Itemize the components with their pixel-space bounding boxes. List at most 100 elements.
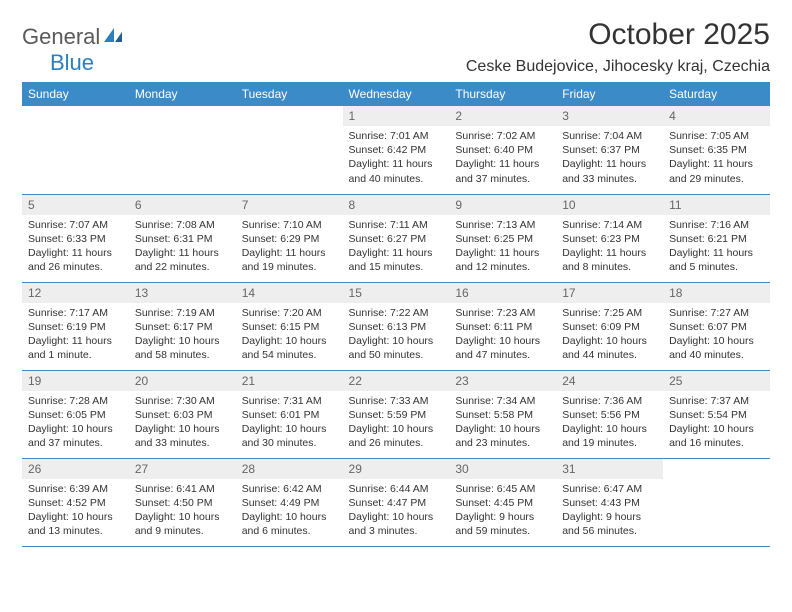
sunrise-line: Sunrise: 6:41 AM (135, 482, 230, 496)
sunset-line: Sunset: 6:05 PM (28, 408, 123, 422)
weekday-header-row: Sunday Monday Tuesday Wednesday Thursday… (22, 82, 770, 106)
sunrise-line: Sunrise: 7:05 AM (669, 129, 764, 143)
sunset-line: Sunset: 6:23 PM (562, 232, 657, 246)
sunrise-line: Sunrise: 7:34 AM (455, 394, 550, 408)
day-number: 11 (663, 195, 770, 215)
sunset-line: Sunset: 6:07 PM (669, 320, 764, 334)
day-number: 23 (449, 371, 556, 391)
sunrise-line: Sunrise: 7:08 AM (135, 218, 230, 232)
sunset-line: Sunset: 6:15 PM (242, 320, 337, 334)
day-number: 14 (236, 283, 343, 303)
sunrise-line: Sunrise: 6:39 AM (28, 482, 123, 496)
day-details: Sunrise: 7:28 AMSunset: 6:05 PMDaylight:… (22, 391, 129, 455)
logo-word-general: General (22, 24, 100, 49)
calendar-cell: 7Sunrise: 7:10 AMSunset: 6:29 PMDaylight… (236, 194, 343, 282)
calendar-week-row: 5Sunrise: 7:07 AMSunset: 6:33 PMDaylight… (22, 194, 770, 282)
calendar-week-row: 26Sunrise: 6:39 AMSunset: 4:52 PMDayligh… (22, 458, 770, 546)
daylight-line: Daylight: 10 hours and 30 minutes. (242, 422, 337, 450)
day-number: 20 (129, 371, 236, 391)
day-number: 3 (556, 106, 663, 126)
calendar-cell: 1Sunrise: 7:01 AMSunset: 6:42 PMDaylight… (343, 106, 450, 194)
calendar-cell: 14Sunrise: 7:20 AMSunset: 6:15 PMDayligh… (236, 282, 343, 370)
day-number: 6 (129, 195, 236, 215)
sunset-line: Sunset: 4:50 PM (135, 496, 230, 510)
day-details: Sunrise: 7:31 AMSunset: 6:01 PMDaylight:… (236, 391, 343, 455)
sunrise-line: Sunrise: 7:37 AM (669, 394, 764, 408)
sunrise-line: Sunrise: 7:13 AM (455, 218, 550, 232)
day-details: Sunrise: 7:33 AMSunset: 5:59 PMDaylight:… (343, 391, 450, 455)
calendar-cell (236, 106, 343, 194)
daylight-line: Daylight: 10 hours and 26 minutes. (349, 422, 444, 450)
day-number: 9 (449, 195, 556, 215)
calendar-cell: 13Sunrise: 7:19 AMSunset: 6:17 PMDayligh… (129, 282, 236, 370)
day-number: 16 (449, 283, 556, 303)
daylight-line: Daylight: 11 hours and 1 minute. (28, 334, 123, 362)
day-details: Sunrise: 7:37 AMSunset: 5:54 PMDaylight:… (663, 391, 770, 455)
daylight-line: Daylight: 11 hours and 22 minutes. (135, 246, 230, 274)
sunrise-line: Sunrise: 6:44 AM (349, 482, 444, 496)
calendar-cell: 20Sunrise: 7:30 AMSunset: 6:03 PMDayligh… (129, 370, 236, 458)
day-details: Sunrise: 7:11 AMSunset: 6:27 PMDaylight:… (343, 215, 450, 279)
logo-text: General Blue (22, 24, 124, 76)
calendar-cell: 29Sunrise: 6:44 AMSunset: 4:47 PMDayligh… (343, 458, 450, 546)
sunset-line: Sunset: 6:03 PM (135, 408, 230, 422)
calendar-body: 1Sunrise: 7:01 AMSunset: 6:42 PMDaylight… (22, 106, 770, 546)
day-details: Sunrise: 7:20 AMSunset: 6:15 PMDaylight:… (236, 303, 343, 367)
day-number: 17 (556, 283, 663, 303)
calendar-cell: 11Sunrise: 7:16 AMSunset: 6:21 PMDayligh… (663, 194, 770, 282)
day-number: 22 (343, 371, 450, 391)
day-number: 30 (449, 459, 556, 479)
calendar-cell: 26Sunrise: 6:39 AMSunset: 4:52 PMDayligh… (22, 458, 129, 546)
location-text: Ceske Budejovice, Jihocesky kraj, Czechi… (466, 58, 770, 76)
day-details: Sunrise: 7:14 AMSunset: 6:23 PMDaylight:… (556, 215, 663, 279)
daylight-line: Daylight: 11 hours and 33 minutes. (562, 157, 657, 185)
sunrise-line: Sunrise: 6:45 AM (455, 482, 550, 496)
sunrise-line: Sunrise: 7:10 AM (242, 218, 337, 232)
daylight-line: Daylight: 11 hours and 19 minutes. (242, 246, 337, 274)
daylight-line: Daylight: 11 hours and 40 minutes. (349, 157, 444, 185)
sunset-line: Sunset: 6:11 PM (455, 320, 550, 334)
sunset-line: Sunset: 6:13 PM (349, 320, 444, 334)
calendar-cell: 5Sunrise: 7:07 AMSunset: 6:33 PMDaylight… (22, 194, 129, 282)
sunrise-line: Sunrise: 7:01 AM (349, 129, 444, 143)
day-details: Sunrise: 7:17 AMSunset: 6:19 PMDaylight:… (22, 303, 129, 367)
daylight-line: Daylight: 10 hours and 19 minutes. (562, 422, 657, 450)
sunrise-line: Sunrise: 7:20 AM (242, 306, 337, 320)
day-details: Sunrise: 7:19 AMSunset: 6:17 PMDaylight:… (129, 303, 236, 367)
daylight-line: Daylight: 10 hours and 13 minutes. (28, 510, 123, 538)
day-details: Sunrise: 7:34 AMSunset: 5:58 PMDaylight:… (449, 391, 556, 455)
daylight-line: Daylight: 11 hours and 8 minutes. (562, 246, 657, 274)
sunset-line: Sunset: 6:21 PM (669, 232, 764, 246)
day-details: Sunrise: 7:04 AMSunset: 6:37 PMDaylight:… (556, 126, 663, 190)
day-number: 28 (236, 459, 343, 479)
sunset-line: Sunset: 6:42 PM (349, 143, 444, 157)
day-details: Sunrise: 6:39 AMSunset: 4:52 PMDaylight:… (22, 479, 129, 543)
month-title: October 2025 (466, 18, 770, 52)
sunset-line: Sunset: 6:37 PM (562, 143, 657, 157)
daylight-line: Daylight: 11 hours and 5 minutes. (669, 246, 764, 274)
sunset-line: Sunset: 5:59 PM (349, 408, 444, 422)
sunrise-line: Sunrise: 6:47 AM (562, 482, 657, 496)
header: General Blue October 2025 Ceske Budejovi… (22, 18, 770, 76)
day-details: Sunrise: 6:45 AMSunset: 4:45 PMDaylight:… (449, 479, 556, 543)
daylight-line: Daylight: 11 hours and 12 minutes. (455, 246, 550, 274)
sunset-line: Sunset: 4:52 PM (28, 496, 123, 510)
calendar-cell: 23Sunrise: 7:34 AMSunset: 5:58 PMDayligh… (449, 370, 556, 458)
day-details: Sunrise: 7:22 AMSunset: 6:13 PMDaylight:… (343, 303, 450, 367)
calendar-cell: 30Sunrise: 6:45 AMSunset: 4:45 PMDayligh… (449, 458, 556, 546)
sunrise-line: Sunrise: 7:30 AM (135, 394, 230, 408)
sunset-line: Sunset: 6:31 PM (135, 232, 230, 246)
calendar-cell: 15Sunrise: 7:22 AMSunset: 6:13 PMDayligh… (343, 282, 450, 370)
calendar-cell: 22Sunrise: 7:33 AMSunset: 5:59 PMDayligh… (343, 370, 450, 458)
day-details: Sunrise: 7:07 AMSunset: 6:33 PMDaylight:… (22, 215, 129, 279)
day-details: Sunrise: 7:10 AMSunset: 6:29 PMDaylight:… (236, 215, 343, 279)
sunrise-line: Sunrise: 7:17 AM (28, 306, 123, 320)
daylight-line: Daylight: 10 hours and 54 minutes. (242, 334, 337, 362)
calendar-cell: 10Sunrise: 7:14 AMSunset: 6:23 PMDayligh… (556, 194, 663, 282)
daylight-line: Daylight: 10 hours and 47 minutes. (455, 334, 550, 362)
day-details: Sunrise: 7:08 AMSunset: 6:31 PMDaylight:… (129, 215, 236, 279)
title-block: October 2025 Ceske Budejovice, Jihocesky… (466, 18, 770, 76)
day-number: 27 (129, 459, 236, 479)
sunrise-line: Sunrise: 7:11 AM (349, 218, 444, 232)
sunset-line: Sunset: 6:17 PM (135, 320, 230, 334)
